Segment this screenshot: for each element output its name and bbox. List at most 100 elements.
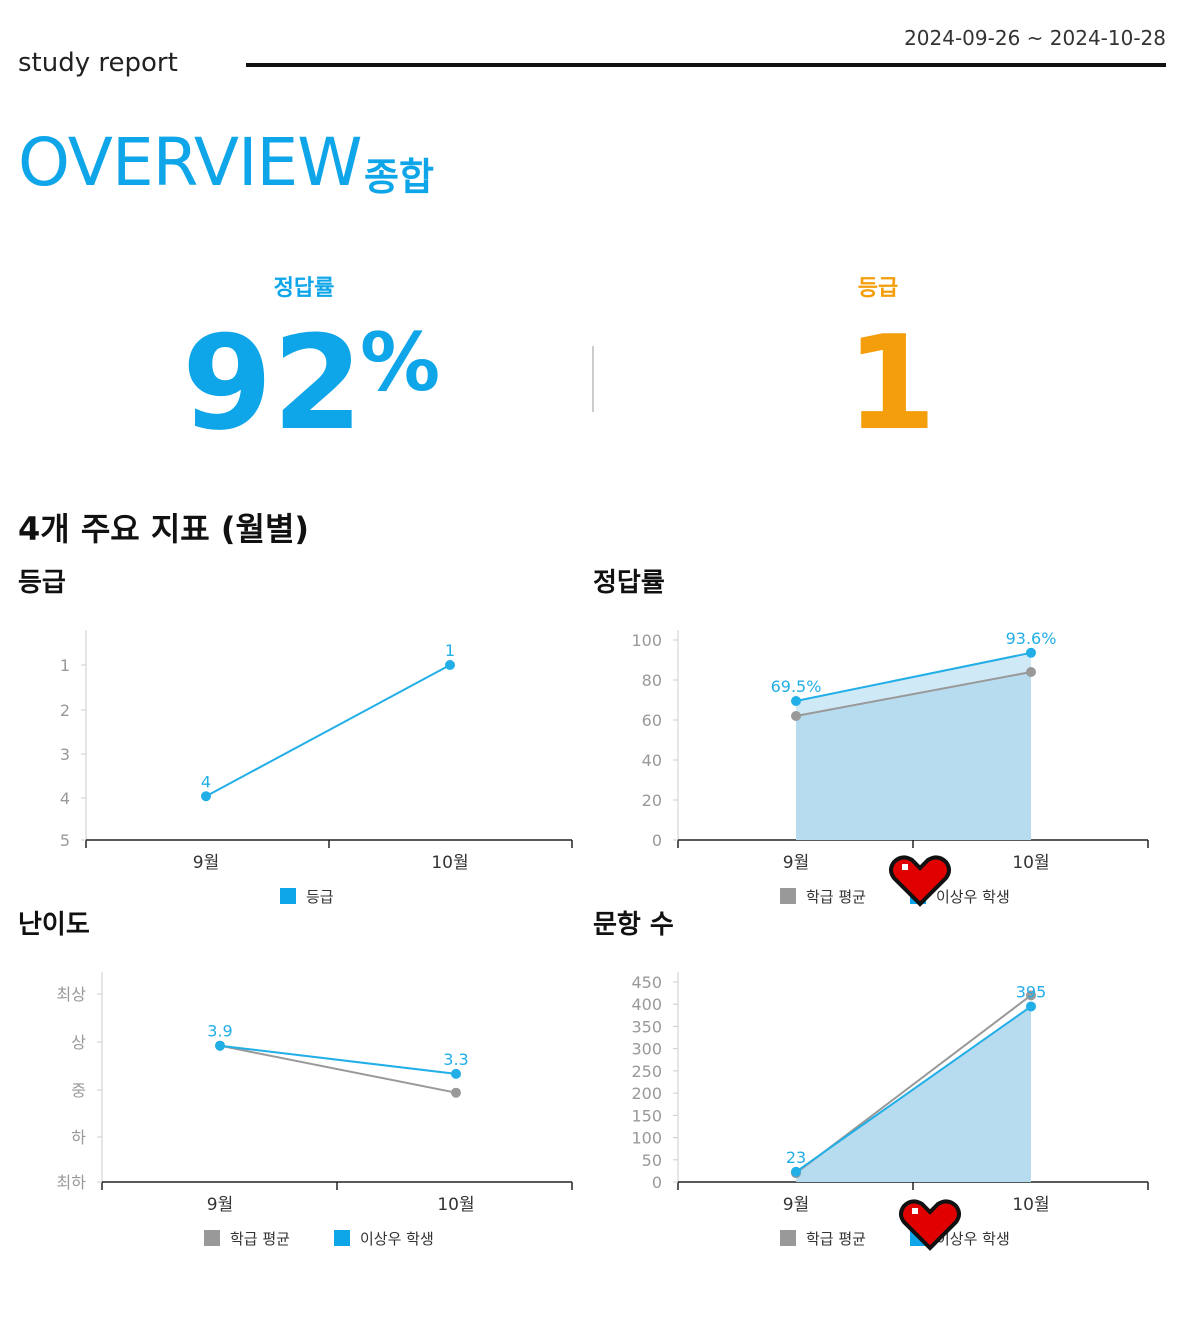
y-tick-label: 50 [642,1151,662,1170]
data-label: 3.9 [207,1022,232,1041]
data-label: 4 [201,772,211,791]
date-range: 2024-09-26 ~ 2024-10-28 [904,26,1166,50]
accuracy-kpi-unit: % [360,316,441,409]
x-tick-label: 10월 [1012,1195,1049,1215]
data-point [201,791,211,802]
series-line [219,1044,457,1094]
kpi-divider [592,346,594,412]
report-label: study report [18,48,178,78]
y-tick-label: 100 [631,631,662,650]
series-line [219,1044,457,1075]
data-label: 1 [445,641,455,660]
difficulty-chart-title: 난이도 [18,910,90,940]
series-line [795,651,1032,702]
legend-swatch [280,888,296,904]
legend-swatch [334,1230,350,1246]
y-tick-label: 400 [631,995,662,1014]
heart-icon [889,855,951,907]
section-title: 4개 주요 지표 (월별) [18,510,310,548]
data-label: 3.3 [443,1050,468,1069]
x-tick-label: 9월 [193,853,219,873]
y-tick-label: 최상 [57,985,87,1004]
data-point [451,1087,461,1098]
data-label: 23 [786,1148,806,1167]
legend-label: 이상우 학생 [936,888,1010,906]
data-point [791,711,801,721]
data-point [791,696,801,706]
y-tick-label: 100 [631,1129,662,1148]
legend-label: 등급 [306,888,334,906]
x-tick-label: 9월 [207,1195,233,1215]
legend-swatch [780,888,796,904]
y-tick-label: 최하 [57,1173,87,1192]
series-area [796,672,1031,840]
series-line [795,1005,1032,1173]
y-tick-label: 250 [631,1062,662,1081]
y-tick-label: 4 [60,789,70,808]
y-tick-label: 60 [642,711,662,730]
y-tick-label: 5 [60,831,70,850]
x-tick-label: 10월 [431,853,468,873]
legend-swatch [204,1230,220,1246]
data-point [215,1040,225,1051]
legend-label: 이상우 학생 [936,1230,1010,1248]
y-tick-label: 중 [71,1081,86,1100]
y-tick-label: 3 [60,745,70,764]
y-tick-label: 150 [631,1106,662,1125]
y-tick-label: 20 [642,791,662,810]
heart-highlight [912,1208,918,1214]
y-tick-label: 350 [631,1017,662,1036]
accuracy-chart-title: 정답률 [593,568,665,598]
grade-kpi-value: 1 [846,307,937,459]
x-tick-label: 10월 [437,1195,474,1215]
y-tick-label: 80 [642,671,662,690]
legend-label: 학급 평균 [806,1230,866,1248]
legend-label: 학급 평균 [230,1230,290,1248]
y-tick-label: 2 [60,701,70,720]
legend-label: 이상우 학생 [360,1230,434,1248]
y-tick-label: 하 [71,1128,86,1147]
grade-chart: 1 2 3 4 5 9월 10월 4 1 등급 [60,630,573,906]
questions-chart-title: 문항 수 [593,910,674,940]
heart-highlight [902,864,908,870]
y-tick-label: 0 [652,831,662,850]
grade-chart-title: 등급 [18,568,66,598]
y-tick-label: 450 [631,973,662,992]
series-area [796,1006,1031,1182]
x-tick-label: 10월 [1012,853,1049,873]
data-point [1026,1001,1036,1012]
data-point [445,660,455,670]
y-tick-label: 300 [631,1040,662,1059]
y-tick-label: 200 [631,1084,662,1103]
questions-chart: 0 50 100 150 200 250 300 350 400 450 9월 10월 23 395 학급 … [631,972,1149,1248]
heart-icon [899,1199,961,1251]
y-tick-label: 1 [60,656,70,675]
data-point [791,1166,801,1177]
data-point [1026,647,1036,658]
x-tick-label: 9월 [783,853,809,873]
accuracy-kpi-value: 92 [182,307,363,459]
grade-kpi-label: 등급 [857,276,899,301]
data-point [1026,990,1036,1001]
overview-title: OVERVIEW [18,124,362,201]
data-point [1026,667,1036,677]
y-tick-label: 40 [642,751,662,770]
x-tick-label: 9월 [783,1195,809,1215]
accuracy-chart: 0 20 40 60 80 100 9월 10월 69.5% 93.6% 학급 평균 이상우 학생 [631,629,1149,906]
data-label: 69.5% [771,677,822,696]
legend-label: 학급 평균 [806,888,866,906]
data-point [451,1068,461,1079]
y-tick-label: 0 [652,1173,662,1192]
overview-subtitle: 종합 [364,155,434,199]
series-band-area [796,652,1031,716]
header-rule [246,63,1166,67]
series-line [795,671,1032,717]
y-tick-label: 상 [71,1033,86,1052]
accuracy-kpi-label: 정답률 [273,276,335,301]
series-line [205,664,451,798]
data-label: 93.6% [1006,629,1057,648]
legend-swatch [780,1230,796,1246]
data-label: 395 [1016,982,1047,1001]
